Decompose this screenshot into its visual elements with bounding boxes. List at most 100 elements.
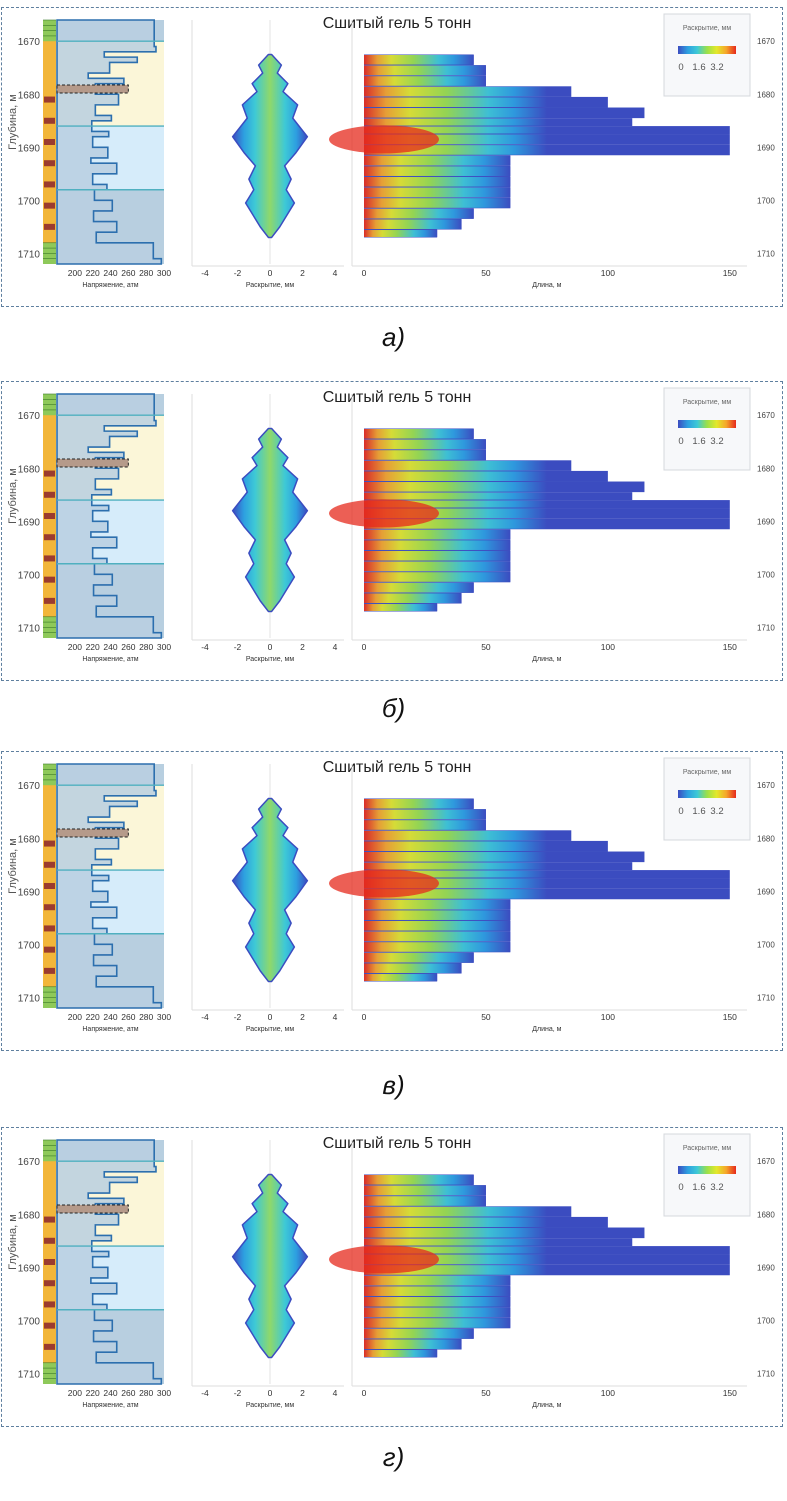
stress-x-tick: 220 [86, 268, 100, 278]
depth-tick: 1710 [18, 623, 41, 634]
depth-tick: 1700 [18, 1316, 41, 1327]
length-x-tick: 0 [362, 642, 367, 652]
lithology-marker [44, 181, 55, 188]
length-depth-tick: 1690 [757, 887, 775, 896]
lithology-marker [44, 470, 55, 477]
width-x-tick: 2 [300, 1012, 305, 1022]
depth-axis-label: Глубина, м [7, 838, 19, 894]
panel-caption: б) [381, 693, 406, 723]
stress-x-label: Напряжение, атм [82, 282, 138, 289]
length-layer-heat [364, 862, 547, 870]
length-layer-heat [364, 1307, 511, 1318]
length-x-tick: 50 [481, 1388, 491, 1398]
colorbar-legend [663, 1133, 751, 1217]
depth-tick: 1700 [18, 940, 41, 951]
lithology-marker [44, 1259, 55, 1265]
width-x-tick: 0 [268, 1012, 273, 1022]
length-layer-heat [364, 1350, 438, 1357]
stress-x-tick: 260 [121, 1388, 135, 1398]
width-x-tick: 0 [268, 268, 273, 278]
length-layer-heat [364, 910, 511, 920]
stress-x-tick: 240 [103, 1012, 117, 1022]
stress-x-tick: 280 [139, 268, 153, 278]
depth-axis-label: Глубина, м [7, 94, 19, 150]
length-depth-tick: 1670 [757, 37, 775, 46]
width-x-label: Раскрытие, мм [246, 282, 295, 289]
fracture-width-shape [231, 427, 309, 613]
length-layer-heat [364, 550, 511, 561]
colorbar-tick: 3.2 [710, 436, 723, 447]
fracture-width-shape [231, 53, 309, 239]
length-layer-heat [364, 878, 547, 889]
depth-axis-label: Глубина, м [7, 468, 19, 524]
length-x-tick: 100 [601, 1012, 615, 1022]
width-x-tick: -2 [234, 1388, 242, 1398]
length-hot-core [329, 869, 439, 898]
lithology-marker [44, 491, 55, 498]
stress-x-tick: 280 [139, 1388, 153, 1398]
colorbar-tick: 3.2 [710, 1182, 723, 1193]
length-layer-heat [364, 899, 511, 910]
length-x-tick: 150 [723, 1012, 737, 1022]
length-layer-heat [364, 582, 474, 593]
width-x-tick: 4 [333, 642, 338, 652]
colorbar-tick: 0 [678, 1182, 683, 1193]
length-depth-tick: 1670 [757, 781, 775, 790]
length-x-tick: 150 [723, 642, 737, 652]
lithology-marker [44, 925, 55, 932]
lithology-marker [44, 967, 55, 974]
lithology-marker [44, 576, 55, 583]
stress-x-tick: 220 [86, 1012, 100, 1022]
perforation-interval [56, 828, 129, 838]
width-x-tick: -4 [201, 268, 209, 278]
length-layer-heat [364, 540, 511, 550]
length-layer-heat [364, 1228, 547, 1238]
length-layer-heat [364, 1206, 547, 1217]
colorbar-tick: 0 [678, 62, 683, 73]
length-depth-tick: 1700 [757, 1316, 775, 1325]
length-depth-tick: 1700 [757, 940, 775, 949]
length-x-tick: 100 [601, 268, 615, 278]
stress-x-tick: 220 [86, 642, 100, 652]
stress-x-tick: 200 [68, 1388, 82, 1398]
length-layer-heat [364, 1286, 511, 1296]
length-layer-heat [364, 187, 511, 198]
lithology-marker [44, 883, 55, 889]
lithology-marker [44, 555, 55, 562]
stress-x-tick: 200 [68, 642, 82, 652]
length-layer-heat [364, 166, 511, 176]
length-layer-heat [364, 439, 486, 450]
colorbar-title: Раскрытие, мм [683, 769, 732, 776]
perforation-interval [56, 1204, 129, 1214]
length-layer-heat [364, 820, 486, 830]
width-x-tick: 0 [268, 642, 273, 652]
length-depth-tick: 1680 [757, 834, 775, 843]
lithology-marker [44, 1237, 55, 1244]
length-layer-heat [364, 428, 474, 439]
depth-tick: 1670 [18, 1157, 41, 1168]
length-x-tick: 50 [481, 1012, 491, 1022]
length-layer-heat [364, 118, 547, 126]
length-layer-heat [364, 1246, 547, 1254]
lithology-marker [44, 904, 55, 911]
lithology-marker [44, 160, 55, 167]
lithology-marker [44, 117, 55, 124]
length-layer-heat [364, 889, 547, 899]
length-depth-tick: 1700 [757, 196, 775, 205]
stress-x-tick: 200 [68, 268, 82, 278]
lithology-marker [44, 1280, 55, 1287]
width-x-tick: -4 [201, 1012, 209, 1022]
width-x-tick: 2 [300, 642, 305, 652]
panel-caption: а) [381, 322, 406, 352]
length-layer-heat [364, 1339, 462, 1350]
length-x-tick: 150 [723, 268, 737, 278]
perforation-interval [56, 84, 129, 94]
depth-tick: 1680 [18, 464, 41, 475]
colorbar [678, 1166, 736, 1174]
length-depth-tick: 1680 [757, 90, 775, 99]
stress-profile-area [56, 763, 163, 1009]
length-layer-heat [364, 561, 511, 572]
stress-x-tick: 240 [103, 1388, 117, 1398]
